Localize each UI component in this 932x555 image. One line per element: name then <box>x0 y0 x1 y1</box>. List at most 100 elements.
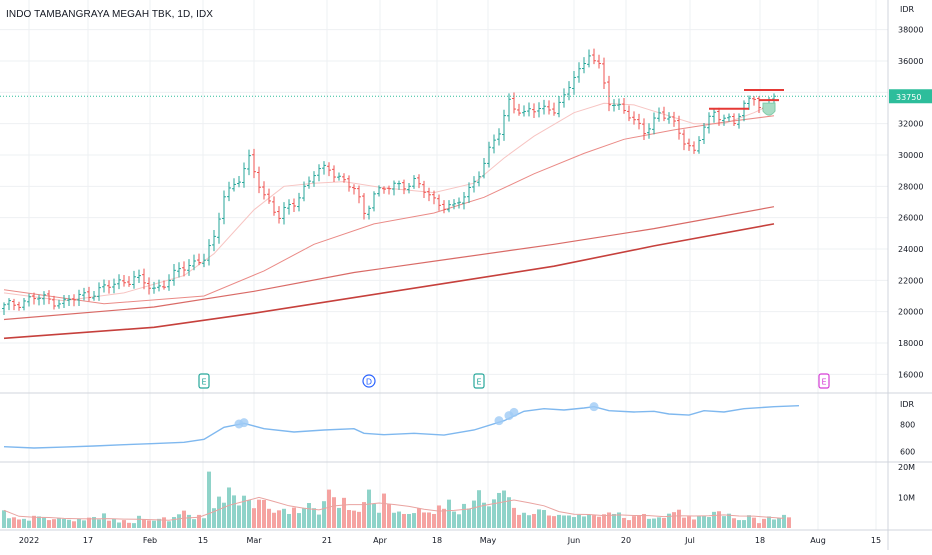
time-tick-label: Aug <box>810 536 826 545</box>
volume-bar <box>412 513 416 528</box>
volume-bar <box>77 518 81 528</box>
volume-bar <box>357 511 361 528</box>
indicator-line <box>3 405 800 449</box>
volume-bar <box>567 515 571 528</box>
volume-bar <box>217 496 221 528</box>
volume-bar <box>392 512 396 528</box>
volume-bar <box>557 514 561 528</box>
time-tick-label: 2022 <box>19 536 39 545</box>
volume-bar <box>312 508 316 528</box>
time-tick-label: 20 <box>621 536 631 545</box>
price-tick-label: 26000 <box>898 214 923 223</box>
time-tick-label: 18 <box>432 536 442 545</box>
volume-bar <box>467 508 471 528</box>
volume-bar <box>252 508 256 528</box>
price-tick-label: 20000 <box>898 308 923 317</box>
volume-bar <box>682 517 686 528</box>
volume-bar <box>172 517 176 528</box>
indicator-highlight <box>239 418 249 428</box>
price-tick-label: 22000 <box>898 276 923 285</box>
event-label: E <box>201 378 206 387</box>
volume-bar <box>432 513 436 528</box>
volume-bar <box>442 508 446 528</box>
volume-bar <box>537 509 541 528</box>
moving-average-ma_long <box>3 223 775 340</box>
volume-bar <box>502 490 506 528</box>
moving-averages <box>3 102 775 340</box>
volume-bar <box>62 518 66 528</box>
volume-bar <box>597 516 601 528</box>
volume-bar <box>277 510 281 528</box>
volume-bar <box>337 507 341 528</box>
volume-bar <box>462 503 466 528</box>
volume-bar <box>532 513 536 528</box>
earnings-icon <box>198 373 210 389</box>
event-marker-dividend_blue[interactable]: D <box>362 374 376 388</box>
volume-bar <box>722 516 726 528</box>
event-marker-earnings_pink[interactable]: E <box>818 373 830 389</box>
volume-bar <box>762 518 766 528</box>
volume-bar <box>117 522 121 528</box>
volume-bar <box>452 511 456 528</box>
price-tick-label: 16000 <box>898 370 923 379</box>
indicator-highlight <box>589 402 599 412</box>
volume-bar <box>102 513 106 528</box>
volume-bar <box>47 520 51 528</box>
volume-bar <box>727 513 731 528</box>
price-axis: IDR 16000 18000 20000 22000 24000 26000 28000 30… <box>889 5 932 503</box>
volume-bar <box>237 505 241 528</box>
volume-bar <box>492 499 496 528</box>
price-tick-label: 38000 <box>898 26 923 35</box>
volume-pane <box>2 471 791 528</box>
volume-bar <box>137 515 141 528</box>
volume-bar <box>262 499 266 528</box>
volume-bar <box>202 518 206 528</box>
volume-bar <box>547 515 551 528</box>
volume-bar <box>657 517 661 528</box>
volume-bar <box>602 514 606 528</box>
volume-bar <box>27 520 31 528</box>
volume-bar <box>17 519 21 528</box>
volume-bar <box>767 516 771 528</box>
volume-bar <box>342 497 346 528</box>
price-tick-label: 28000 <box>898 182 923 191</box>
last-price-label: 33750 <box>896 93 921 102</box>
indicator-pane <box>3 402 800 449</box>
volume-bar <box>607 512 611 528</box>
time-tick-label: May <box>480 536 497 545</box>
volume-bar <box>652 518 656 528</box>
volume-bar <box>167 521 171 528</box>
volume-bar <box>497 492 501 528</box>
volume-bar <box>317 514 321 528</box>
volume-bar <box>377 512 381 528</box>
time-tick-label: 15 <box>198 536 208 545</box>
volume-bar <box>572 517 576 528</box>
volume-bar <box>642 513 646 528</box>
volume-bar <box>637 515 641 528</box>
volume-bar <box>592 515 596 528</box>
event-label: E <box>476 378 481 387</box>
event-marker-earnings_green[interactable]: E <box>198 373 210 389</box>
volume-bar <box>732 518 736 528</box>
volume-bar <box>627 520 631 528</box>
volume-bar <box>437 505 441 528</box>
volume-bar <box>12 517 16 528</box>
volume-bar <box>7 518 11 528</box>
volume-bar <box>647 518 651 528</box>
volume-bar <box>22 518 26 528</box>
price-tick-label: 24000 <box>898 245 923 254</box>
event-marker-earnings_green[interactable]: E <box>473 373 485 389</box>
volume-bar <box>222 502 226 528</box>
volume-bar <box>712 511 716 528</box>
volume-bar <box>522 512 526 528</box>
volume-bar <box>577 514 581 528</box>
volume-bar <box>72 521 76 528</box>
volume-bar <box>632 516 636 528</box>
volume-bar <box>407 513 411 528</box>
volume-bar <box>267 508 271 528</box>
volume-bar <box>247 499 251 528</box>
volume-bar <box>292 507 296 528</box>
